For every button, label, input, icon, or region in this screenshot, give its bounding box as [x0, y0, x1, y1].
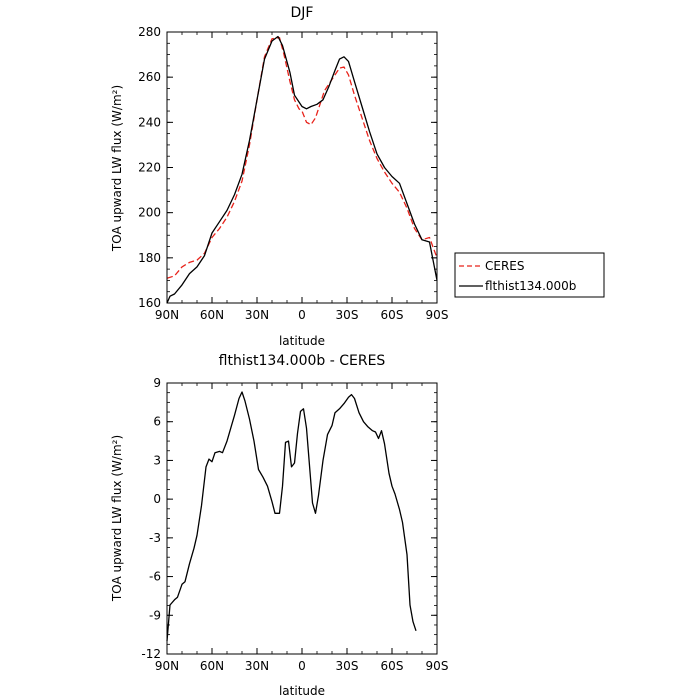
- top-xtick-label: 30S: [336, 308, 359, 322]
- top-xtick-label: 90S: [426, 308, 449, 322]
- top-xtick-label: 60N: [200, 308, 224, 322]
- top-xtick-label: 60S: [381, 308, 404, 322]
- bottom-xtick-label: 60N: [200, 659, 224, 673]
- legend-box: [454, 252, 605, 298]
- bottom-xtick-label: 30N: [245, 659, 269, 673]
- top-chart: DJF 160 180 200 220 240 260 280 90N 60N 30N 0 30S 60…: [110, 5, 448, 348]
- bottom-ytick-label: -9: [149, 608, 161, 622]
- bottom-y-axis-label: TOA upward LW flux (W/m²): [110, 435, 124, 602]
- bottom-chart-title: flthist134.000b - CERES: [219, 353, 386, 369]
- bottom-xtick-label: 90S: [426, 659, 449, 673]
- top-xtick-label: 30N: [245, 308, 269, 322]
- bottom-ytick-label: -3: [149, 531, 161, 545]
- top-y-axis-label: TOA upward LW flux (W/m²): [110, 85, 124, 252]
- bottom-ytick-label: 9: [153, 376, 161, 390]
- top-xtick-label: 0: [298, 308, 306, 322]
- bottom-xtick-label: 30S: [336, 659, 359, 673]
- legend-label-ceres: CERES: [485, 259, 525, 273]
- bottom-ticks: -12 -9 -6 -3 0 3 6 9 90N 60N 30N 0 30S 60S 90S: [141, 376, 448, 673]
- top-series-group: [166, 35, 438, 304]
- legend-label-flthist: flthist134.000b: [485, 279, 576, 293]
- top-ytick-label: 280: [138, 25, 161, 39]
- top-ytick-label: 160: [138, 296, 161, 310]
- top-ytick-label: 240: [138, 115, 161, 129]
- bottom-ytick-label: -12: [141, 647, 161, 661]
- bottom-ytick-label: 0: [153, 492, 161, 506]
- top-ytick-label: 200: [138, 206, 161, 220]
- top-xtick-label: 90N: [155, 308, 179, 322]
- bottom-ytick-label: 6: [153, 415, 161, 429]
- top-ytick-label: 260: [138, 70, 161, 84]
- bottom-series-group: [166, 391, 417, 642]
- bottom-x-axis-label: latitude: [279, 684, 325, 698]
- legend: CERES flthist134.000b: [454, 252, 605, 298]
- bottom-series-line-difference: [166, 391, 417, 642]
- top-chart-title: DJF: [291, 5, 314, 21]
- top-x-axis-label: latitude: [279, 334, 325, 348]
- bottom-chart: flthist134.000b - CERES -12 -9 -6 -3 0 3 6 9 90N…: [110, 353, 448, 698]
- bottom-xtick-label: 0: [298, 659, 306, 673]
- bottom-xtick-label: 90N: [155, 659, 179, 673]
- bottom-ytick-label: 3: [153, 453, 161, 467]
- top-ytick-label: 220: [138, 161, 161, 175]
- bottom-xtick-label: 60S: [381, 659, 404, 673]
- top-plot-frame: [166, 31, 438, 304]
- top-ytick-label: 180: [138, 251, 161, 265]
- bottom-plot-frame: [166, 382, 438, 655]
- top-series-line-ceres: [166, 36, 438, 279]
- top-series-line-flthist134-000b: [166, 35, 438, 304]
- top-ticks: 160 180 200 220 240 260 280 90N 60N 30N 0 30S 60S 90S: [138, 25, 448, 322]
- bottom-ytick-label: -6: [149, 570, 161, 584]
